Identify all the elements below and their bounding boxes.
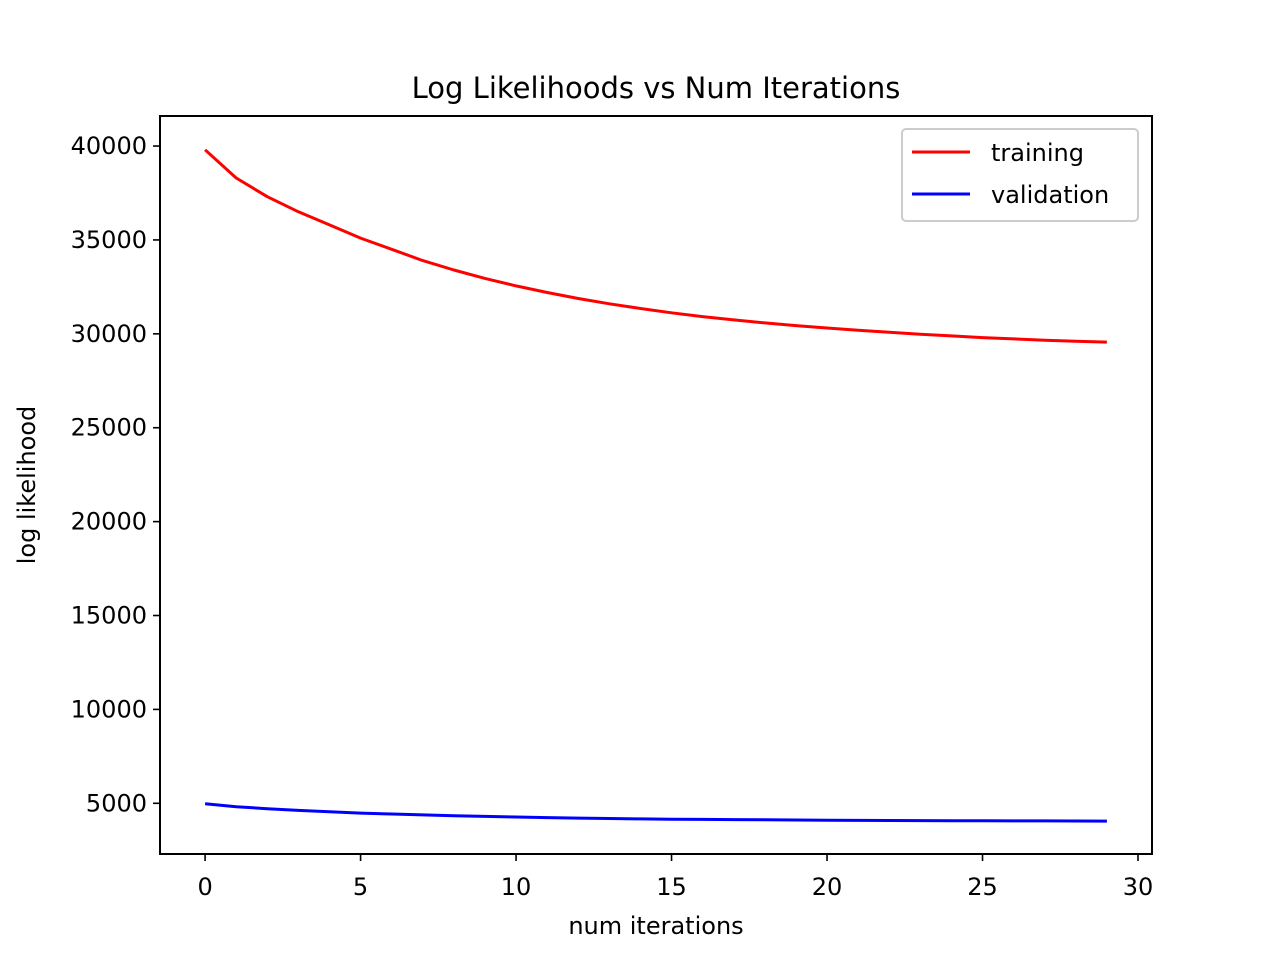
y-axis: 5000 10000 15000 20000 25000 30000 35000 40000	[71, 132, 160, 817]
series-line-training	[204, 148, 1107, 344]
plot-frame	[159, 115, 1153, 855]
legend-label-training: training	[991, 139, 1084, 167]
y-tick-label: 20000	[71, 508, 147, 536]
x-tick-label: 20	[812, 873, 843, 901]
y-tick-label: 5000	[86, 789, 147, 817]
x-axis: 0 5 10 15 20 25 30	[197, 854, 1153, 901]
x-tick-label: 30	[1123, 873, 1154, 901]
y-tick-label: 35000	[71, 226, 147, 254]
legend-label-validation: validation	[991, 181, 1109, 209]
x-tick-label: 0	[197, 873, 212, 901]
x-tick-label: 10	[501, 873, 532, 901]
x-tick-label: 15	[656, 873, 687, 901]
chart-title: Log Likelihoods vs Num Iterations	[412, 71, 901, 105]
x-tick-label: 25	[967, 873, 998, 901]
y-axis-label: log likelihood	[13, 406, 41, 565]
legend: training validation	[901, 128, 1139, 222]
x-tick-label: 5	[353, 873, 368, 901]
series-line-validation	[204, 802, 1107, 823]
y-tick-label: 40000	[71, 132, 147, 160]
y-tick-label: 30000	[71, 320, 147, 348]
y-tick-label: 15000	[71, 602, 147, 630]
plot-lines	[204, 148, 1107, 823]
x-axis-label: num iterations	[568, 912, 743, 940]
y-tick-label: 25000	[71, 414, 147, 442]
y-tick-label: 10000	[71, 695, 147, 723]
